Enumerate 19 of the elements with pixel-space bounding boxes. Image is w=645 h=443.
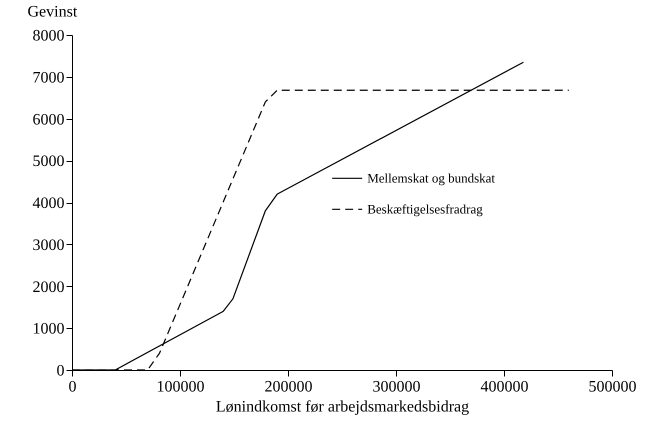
y-tick-label: 4000 (32, 195, 64, 212)
legend-label: Mellemskat og bundskat (367, 170, 496, 186)
x-axis-title: Lønindkomst før arbejdsmarkedsbidrag (216, 398, 470, 416)
x-tick-label: 400000 (480, 378, 528, 396)
x-tick-label: 300000 (372, 378, 420, 396)
y-axis-title: Gevinst (28, 4, 78, 20)
y-tick-label: 3000 (32, 236, 64, 254)
x-tick-label: 500000 (588, 378, 636, 396)
legend-label: Beskæftigelsesfradrag (367, 201, 484, 216)
y-tick-label: 1000 (32, 320, 64, 338)
y-tick-label: 7000 (32, 69, 64, 86)
x-tick-label: 100000 (156, 378, 204, 396)
y-tick-label: 8000 (32, 28, 64, 44)
y-tick-label: 6000 (32, 111, 64, 128)
x-tick-label: 200000 (264, 378, 312, 396)
y-tick-label: 5000 (32, 153, 64, 170)
x-tick-label: 0 (68, 378, 76, 396)
y-tick-label: 0 (56, 362, 64, 380)
y-tick-label: 2000 (32, 278, 64, 296)
